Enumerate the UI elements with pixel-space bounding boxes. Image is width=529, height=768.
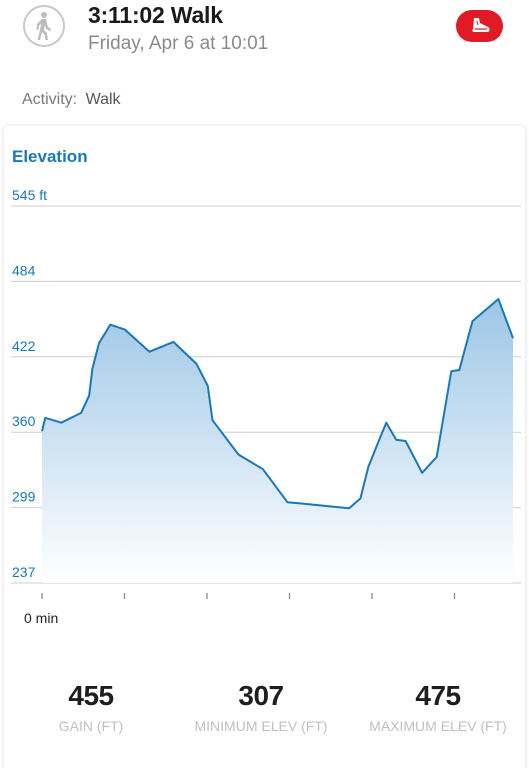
y-tick-label: 484 <box>12 262 36 278</box>
elevation-card-title: Elevation <box>12 147 88 166</box>
y-tick-label: 422 <box>12 338 36 354</box>
maximum-elevation-stat: 475 MAXIMUM ELEV (FT) <box>358 680 518 734</box>
shoe-icon <box>471 18 489 32</box>
activity-date: Friday, Apr 6 at 10:01 <box>88 33 269 54</box>
activity-title: 3:11:02 Walk <box>88 2 223 28</box>
gain-stat: 455 GAIN (FT) <box>11 680 171 734</box>
minimum-elevation-stat: 307 MINIMUM ELEV (FT) <box>181 680 341 734</box>
gain-label: GAIN (FT) <box>58 718 124 734</box>
gain-value: 455 <box>68 680 114 711</box>
walking-person-icon <box>36 12 51 40</box>
y-tick-label: 360 <box>12 413 36 429</box>
elevation-area-fill <box>42 299 513 583</box>
brand-button[interactable] <box>456 10 503 42</box>
minimum-elevation-value: 307 <box>238 680 284 711</box>
y-tick-label: 237 <box>12 564 36 580</box>
activity-header: 3:11:02 Walk Friday, Apr 6 at 10:01 <box>0 0 529 64</box>
x-tick-label: 0 min <box>24 610 58 626</box>
maximum-elevation-value: 475 <box>415 680 461 711</box>
y-tick-label: 299 <box>12 489 36 505</box>
activity-type-label: Activity: <box>22 91 78 108</box>
elevation-line <box>41 298 514 510</box>
activity-type-row: Activity: Walk <box>22 91 121 109</box>
activity-type-value: Walk <box>85 91 121 108</box>
minimum-elevation-label: MINIMUM ELEV (FT) <box>194 718 328 734</box>
maximum-elevation-label: MAXIMUM ELEV (FT) <box>369 718 507 734</box>
activity-type-avatar <box>23 5 65 47</box>
y-tick-label: 545 ft <box>12 187 47 203</box>
